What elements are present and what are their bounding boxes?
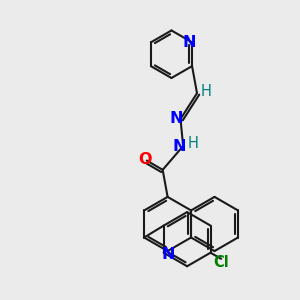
Text: H: H: [188, 136, 199, 151]
Text: Cl: Cl: [213, 255, 229, 270]
Text: H: H: [201, 84, 212, 99]
Text: O: O: [139, 152, 152, 167]
Text: N: N: [172, 139, 186, 154]
Text: N: N: [182, 35, 196, 50]
Text: N: N: [169, 111, 183, 126]
Text: N: N: [161, 247, 175, 262]
